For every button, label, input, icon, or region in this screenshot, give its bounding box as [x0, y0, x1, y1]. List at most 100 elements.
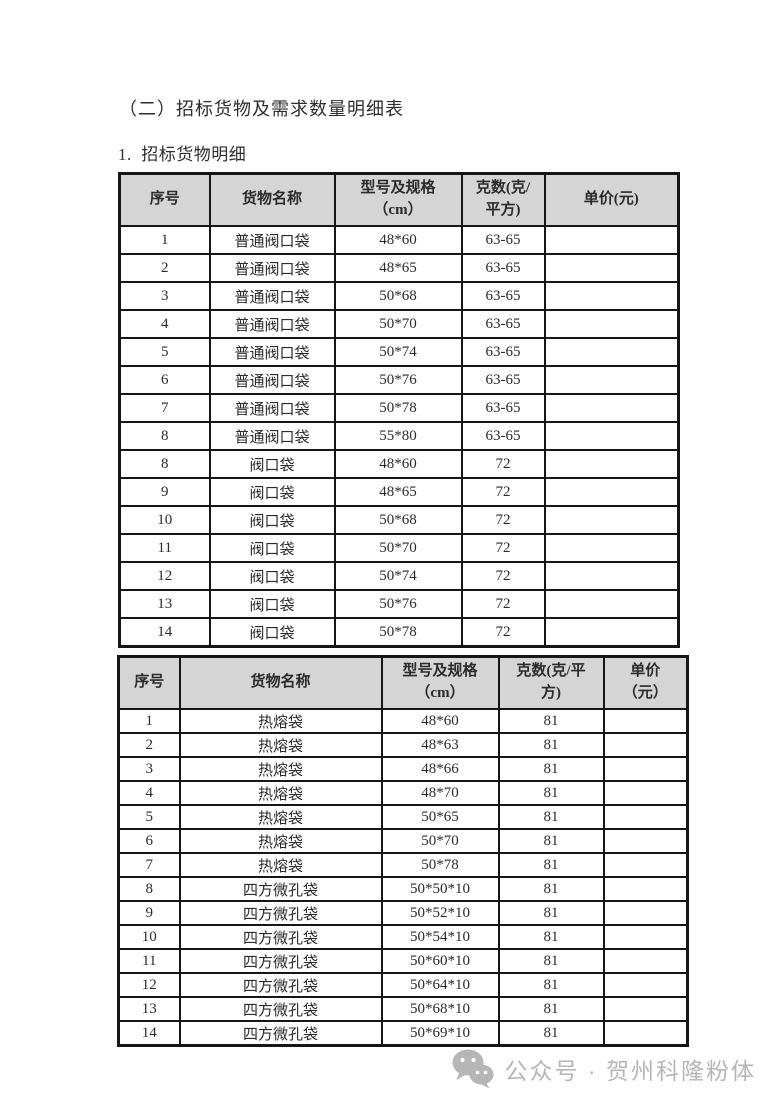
table-cell: 81: [497, 804, 605, 830]
table-cell: 4: [117, 780, 181, 806]
table-cell: 13: [117, 996, 181, 1022]
table-cell: [602, 708, 689, 734]
table-cell: [543, 309, 680, 339]
table-row: 9 四方微孔袋 50*52*10 81: [117, 900, 689, 926]
table-cell: 四方微孔袋: [178, 996, 383, 1022]
table-row: 4 普通阀口袋 50*70 63-65: [118, 309, 680, 339]
table-cell: 72: [460, 449, 546, 479]
table-cell: 81: [497, 996, 605, 1022]
table-cell: 6: [118, 365, 211, 395]
table-cell: 63-65: [460, 421, 546, 451]
table-cell: 63-65: [460, 337, 546, 367]
table-cell: 81: [497, 876, 605, 902]
table-cell: 阀口袋: [208, 617, 336, 648]
table-cell: 81: [497, 948, 605, 974]
table-cell: 50*65: [380, 804, 500, 830]
table-row: 5 热熔袋 50*65 81: [117, 804, 689, 830]
table-cell: 63-65: [460, 365, 546, 395]
wechat-icon: [452, 1049, 494, 1089]
table-cell: 普通阀口袋: [208, 253, 336, 283]
table-row: 7 普通阀口袋 50*78 63-65: [118, 393, 680, 423]
table-cell: 81: [497, 900, 605, 926]
table-cell: 12: [118, 561, 211, 591]
table-cell: 48*63: [380, 732, 500, 758]
column-header: 货物名称: [178, 655, 383, 710]
table-cell: [543, 225, 680, 255]
table-cell: 63-65: [460, 253, 546, 283]
table-row: 13 四方微孔袋 50*68*10 81: [117, 996, 689, 1022]
table-cell: 普通阀口袋: [208, 225, 336, 255]
table-row: 2 普通阀口袋 48*65 63-65: [118, 253, 680, 283]
table-cell: 普通阀口袋: [208, 365, 336, 395]
table-cell: 7: [117, 852, 181, 878]
table-cell: 9: [118, 477, 211, 507]
table-row: 14 四方微孔袋 50*69*10 81: [117, 1020, 689, 1047]
table-cell: [543, 589, 680, 619]
table-cell: 热熔袋: [178, 852, 383, 878]
table-cell: 50*78: [380, 852, 500, 878]
table-cell: 81: [497, 828, 605, 854]
table-cell: 63-65: [460, 393, 546, 423]
table-cell: 2: [118, 253, 211, 283]
table-cell: 81: [497, 1020, 605, 1047]
table-row: 8 普通阀口袋 55*80 63-65: [118, 421, 680, 451]
table-row: 14 阀口袋 50*78 72: [118, 617, 680, 648]
table-row: 8 四方微孔袋 50*50*10 81: [117, 876, 689, 902]
watermark: 公众号 · 贺州科隆粉体: [452, 1049, 756, 1089]
table-cell: 普通阀口袋: [208, 309, 336, 339]
table-cell: 72: [460, 505, 546, 535]
table-cell: [543, 533, 680, 563]
table-cell: 普通阀口袋: [208, 337, 336, 367]
table-cell: [602, 828, 689, 854]
table-cell: 10: [118, 505, 211, 535]
table-row: 6 普通阀口袋 50*76 63-65: [118, 365, 680, 395]
table-cell: 3: [117, 756, 181, 782]
table-row: 8 阀口袋 48*60 72: [118, 449, 680, 479]
table-cell: 14: [117, 1020, 181, 1047]
table-cell: 48*65: [333, 253, 463, 283]
table-cell: 72: [460, 477, 546, 507]
column-header: 克数(克/平 方): [497, 655, 605, 710]
table-cell: 9: [117, 900, 181, 926]
table-cell: 48*70: [380, 780, 500, 806]
table-cell: 48*60: [333, 449, 463, 479]
table-cell: [602, 732, 689, 758]
table-row: 12 四方微孔袋 50*64*10 81: [117, 972, 689, 998]
table-cell: [602, 1020, 689, 1047]
table-cell: 50*78: [333, 617, 463, 648]
table-cell: 50*78: [333, 393, 463, 423]
table-cell: [602, 948, 689, 974]
table-cell: 48*65: [333, 477, 463, 507]
table-cell: 72: [460, 589, 546, 619]
table-cell: 81: [497, 756, 605, 782]
table-cell: [602, 780, 689, 806]
table-row: 11 阀口袋 50*70 72: [118, 533, 680, 563]
table-row: 1 普通阀口袋 48*60 63-65: [118, 225, 680, 255]
table-cell: 四方微孔袋: [178, 900, 383, 926]
table-cell: 热熔袋: [178, 732, 383, 758]
table-cell: 阀口袋: [208, 589, 336, 619]
table-cell: 阀口袋: [208, 505, 336, 535]
table-cell: 8: [118, 449, 211, 479]
table-cell: 四方微孔袋: [178, 948, 383, 974]
table-cell: 50*74: [333, 337, 463, 367]
column-header: 序号: [117, 655, 181, 710]
section-heading: （二）招标货物及需求数量明细表: [119, 99, 404, 119]
bid-goods-table-heatseal-bags: 序号 货物名称 型号及规格 （cm） 克数(克/平 方) 单价 （元） 1 热熔袋 48*60…: [117, 655, 689, 1047]
table-cell: 14: [118, 617, 211, 648]
table-cell: 81: [497, 972, 605, 998]
table-cell: 12: [117, 972, 181, 998]
table-cell: 四方微孔袋: [178, 972, 383, 998]
table-cell: 50*50*10: [380, 876, 500, 902]
table-cell: 热熔袋: [178, 708, 383, 734]
table-cell: 72: [460, 533, 546, 563]
table-cell: [602, 924, 689, 950]
table-cell: [602, 876, 689, 902]
table-cell: 10: [117, 924, 181, 950]
table-cell: 四方微孔袋: [178, 1020, 383, 1047]
table-cell: 63-65: [460, 281, 546, 311]
table-cell: 50*69*10: [380, 1020, 500, 1047]
table-cell: 普通阀口袋: [208, 421, 336, 451]
table-cell: 81: [497, 732, 605, 758]
